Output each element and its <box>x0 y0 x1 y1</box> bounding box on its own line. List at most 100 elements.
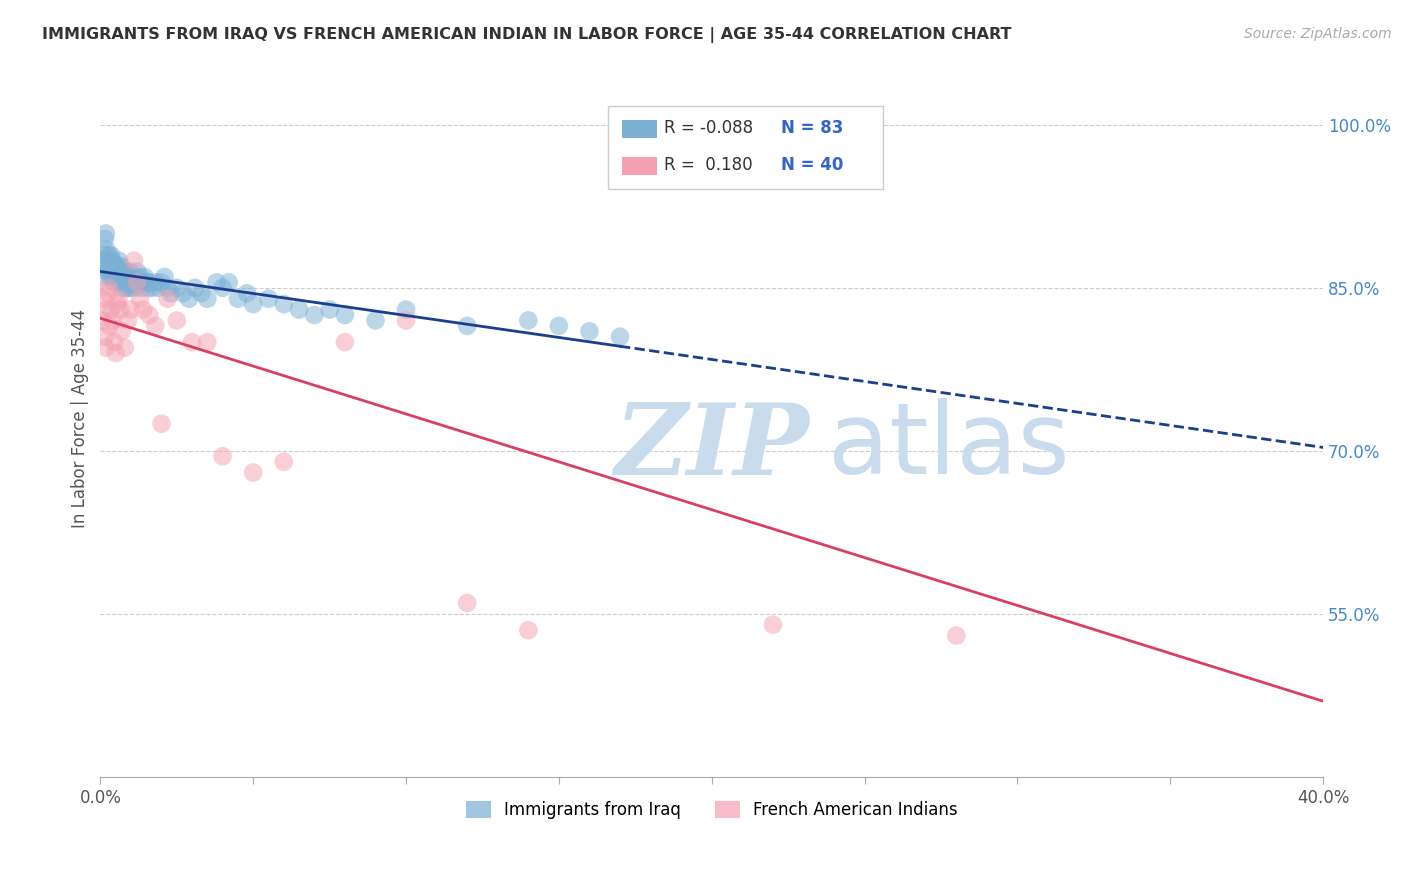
Point <box>110 259 132 273</box>
Point <box>517 623 540 637</box>
Point <box>236 286 259 301</box>
Point <box>395 313 418 327</box>
Point <box>166 281 188 295</box>
Point <box>100 248 122 262</box>
Point <box>129 292 152 306</box>
Point <box>517 313 540 327</box>
Point <box>548 318 571 333</box>
Point <box>120 302 142 317</box>
Point <box>101 269 124 284</box>
Point <box>257 292 280 306</box>
Point <box>172 286 194 301</box>
Point <box>226 292 249 306</box>
Point <box>128 276 150 290</box>
Y-axis label: In Labor Force | Age 35-44: In Labor Force | Age 35-44 <box>72 309 89 528</box>
Text: Source: ZipAtlas.com: Source: ZipAtlas.com <box>1244 27 1392 41</box>
Point <box>148 281 170 295</box>
Point <box>156 292 179 306</box>
Point <box>96 243 118 257</box>
Point <box>105 297 128 311</box>
Point <box>700 112 723 127</box>
Point <box>117 276 139 290</box>
Text: atlas: atlas <box>828 399 1070 495</box>
Point <box>145 276 167 290</box>
Point <box>456 318 478 333</box>
Point <box>94 227 117 241</box>
Point <box>132 302 155 317</box>
Point <box>104 346 127 360</box>
Point <box>96 259 118 273</box>
Legend: Immigrants from Iraq, French American Indians: Immigrants from Iraq, French American In… <box>460 795 965 826</box>
Point <box>122 253 145 268</box>
Point <box>150 417 173 431</box>
Point <box>205 276 228 290</box>
Bar <box>623 120 657 137</box>
Point <box>114 341 136 355</box>
Point <box>111 264 134 278</box>
Point <box>98 269 121 284</box>
Point <box>609 329 631 343</box>
Point <box>121 276 143 290</box>
Point <box>104 264 127 278</box>
Point <box>112 269 135 284</box>
Point <box>135 276 157 290</box>
Bar <box>607 106 883 189</box>
Point <box>125 276 148 290</box>
Point <box>166 313 188 327</box>
Point <box>111 324 134 338</box>
Point <box>218 276 240 290</box>
Point <box>177 292 200 306</box>
Point <box>117 281 139 295</box>
Point <box>125 264 148 278</box>
Point <box>195 335 218 350</box>
Point <box>242 466 264 480</box>
Point <box>91 269 114 284</box>
Point <box>93 292 115 306</box>
Bar <box>623 157 657 175</box>
Point <box>98 318 121 333</box>
Point <box>122 269 145 284</box>
Point <box>120 281 142 295</box>
Point <box>107 269 129 284</box>
Point <box>129 269 152 284</box>
Point <box>117 269 139 284</box>
Point <box>94 329 117 343</box>
Point <box>181 335 204 350</box>
Point <box>103 259 125 273</box>
Point <box>107 253 129 268</box>
Point <box>153 269 176 284</box>
Point <box>762 617 785 632</box>
Point <box>364 313 387 327</box>
Point <box>273 297 295 311</box>
Point <box>103 276 125 290</box>
Point <box>104 259 127 273</box>
Point <box>333 335 356 350</box>
Point <box>114 281 136 295</box>
Point <box>124 281 146 295</box>
Point <box>141 281 163 295</box>
Point <box>96 302 118 317</box>
Point <box>136 281 159 295</box>
Point <box>93 259 115 273</box>
Point <box>110 276 132 290</box>
Point <box>145 318 167 333</box>
Point <box>150 276 173 290</box>
Text: R =  0.180: R = 0.180 <box>664 156 752 174</box>
Point <box>242 297 264 311</box>
Point <box>138 308 160 322</box>
Point <box>101 253 124 268</box>
Text: R = -0.088: R = -0.088 <box>664 119 754 136</box>
Point <box>211 450 233 464</box>
Point <box>578 324 600 338</box>
Point <box>159 286 181 301</box>
Point <box>333 308 356 322</box>
Point <box>288 302 311 317</box>
Point <box>456 596 478 610</box>
Point <box>97 248 120 262</box>
Point <box>108 269 131 284</box>
Point <box>318 302 340 317</box>
Point <box>120 269 142 284</box>
Text: N = 40: N = 40 <box>782 156 844 174</box>
Point <box>101 313 124 327</box>
Point <box>94 341 117 355</box>
